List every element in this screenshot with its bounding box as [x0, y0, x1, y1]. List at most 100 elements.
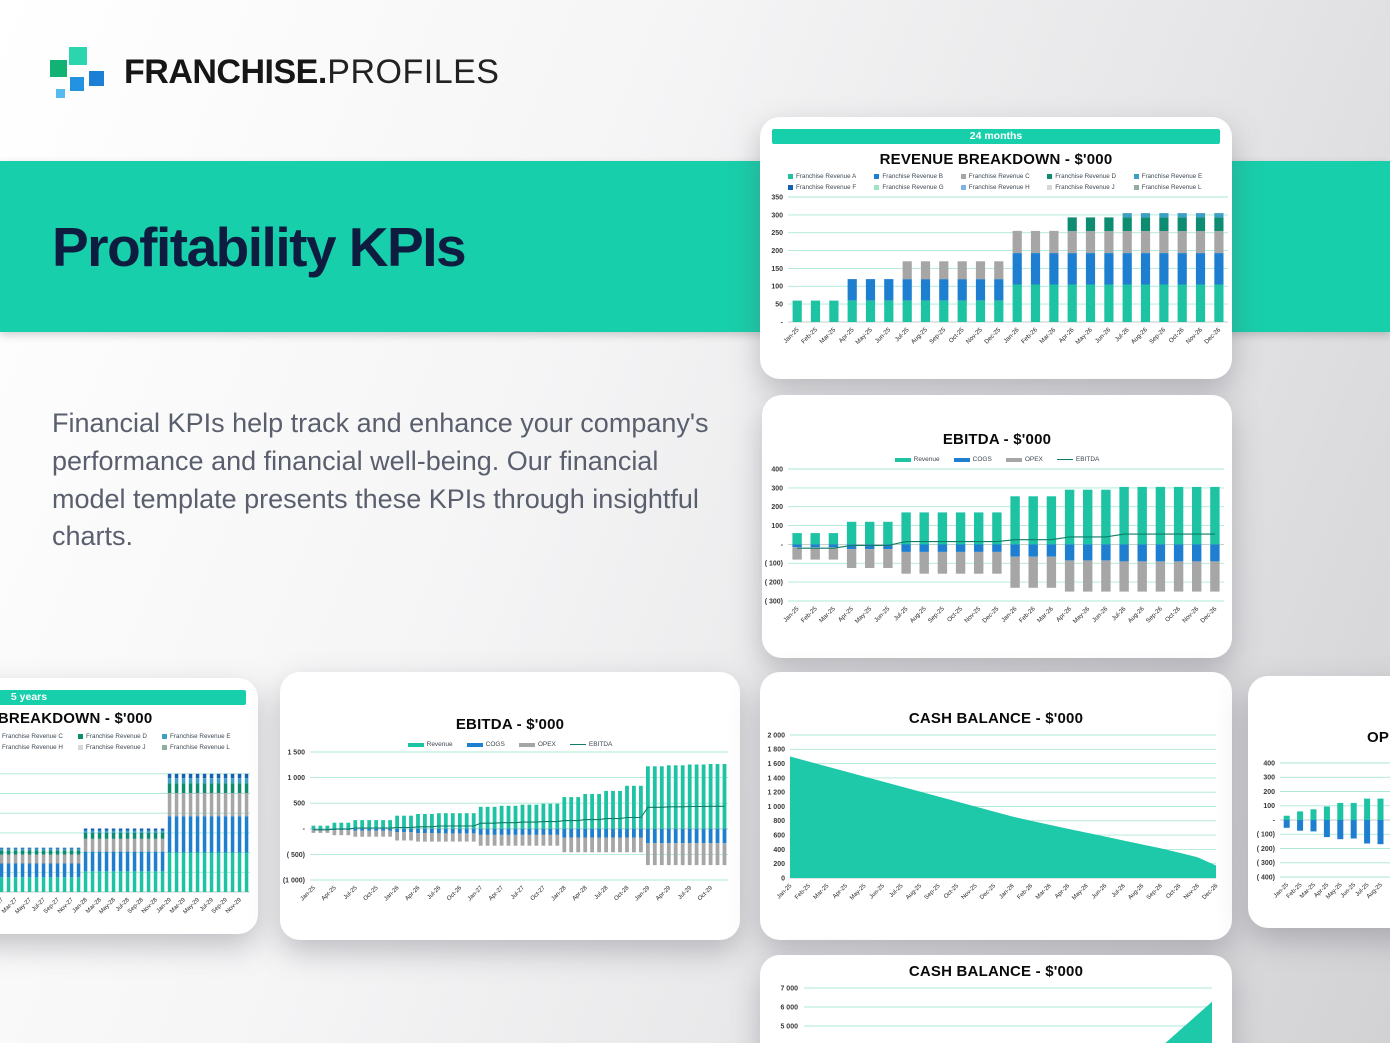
- svg-text:Oct-26: Oct-26: [1165, 883, 1182, 900]
- legend-item: Revenue: [894, 456, 940, 463]
- svg-text:May-27: May-27: [15, 897, 34, 916]
- svg-text:Aug-25: Aug-25: [1366, 882, 1384, 900]
- legend-item: EBITDA: [569, 741, 613, 748]
- svg-text:Mar-25: Mar-25: [818, 326, 837, 345]
- svg-text:Apr-27: Apr-27: [488, 885, 505, 902]
- card-ebitda-24m: EBITDA - $'000 Revenue COGS OPEX EBITDA 400…: [762, 395, 1232, 658]
- legend-label: Franchise Revenue E: [1141, 173, 1203, 180]
- svg-text:1 500: 1 500: [287, 749, 305, 756]
- svg-text:Jan-28: Jan-28: [550, 885, 568, 903]
- svg-text:Aug-25: Aug-25: [909, 605, 928, 624]
- svg-text:( 200): ( 200): [765, 580, 783, 587]
- svg-text:May-28: May-28: [99, 897, 118, 916]
- chart-title: REVENUE BREAKDOWN - $'000: [879, 151, 1113, 168]
- legend-item: Franchise Revenue L: [162, 744, 246, 751]
- svg-text:Jun-25: Jun-25: [874, 326, 893, 345]
- legend-item: Franchise Revenue H: [0, 744, 78, 751]
- svg-text:(1 000): (1 000): [283, 877, 305, 884]
- svg-text:6 000: 6 000: [780, 1005, 798, 1012]
- legend-label: Franchise Revenue C: [2, 733, 63, 740]
- svg-text:Jan-25: Jan-25: [776, 883, 794, 901]
- svg-text:Oct-25: Oct-25: [363, 885, 380, 902]
- svg-text:( 100): ( 100): [1257, 832, 1275, 839]
- legend-item: Franchise Revenue D: [78, 733, 162, 740]
- svg-text:May-26: May-26: [1072, 605, 1092, 625]
- legend-label: COGS: [972, 456, 992, 463]
- legend-marker: [1133, 174, 1139, 179]
- svg-text:May-26: May-26: [1074, 326, 1094, 346]
- svg-text:Jun-26: Jun-26: [1091, 883, 1109, 901]
- svg-text:Jan-29: Jan-29: [634, 885, 652, 903]
- chart-title: CASH BALANCE - $'000: [908, 963, 1084, 980]
- legend-item: Franchise Revenue A: [788, 173, 874, 180]
- svg-text:Jul-26: Jul-26: [1111, 605, 1128, 622]
- svg-text:5 000: 5 000: [780, 1024, 798, 1031]
- legend-marker: [874, 174, 880, 179]
- svg-text:Jul-25: Jul-25: [889, 883, 905, 899]
- svg-text:600: 600: [773, 833, 785, 840]
- svg-text:-: -: [781, 319, 784, 326]
- description-text: Financial KPIs help track and enhance yo…: [52, 408, 709, 552]
- svg-text:Feb-25: Feb-25: [794, 883, 812, 901]
- legend-label: EBITDA: [588, 741, 613, 748]
- svg-text:Oct-25: Oct-25: [948, 326, 966, 344]
- cash-balance-5y-chart: 7 000 6 000 5 000: [780, 986, 1212, 1043]
- svg-text:Sep-25: Sep-25: [928, 326, 947, 345]
- svg-text:Feb-26: Feb-26: [1017, 883, 1035, 901]
- svg-text:350: 350: [771, 194, 783, 201]
- legend-marker: [1133, 185, 1139, 190]
- svg-text:Aug-26: Aug-26: [1127, 605, 1146, 624]
- svg-text:Jan-25: Jan-25: [782, 605, 801, 624]
- legend-marker: [960, 174, 966, 179]
- legend-item: COGS: [953, 456, 992, 463]
- legend-item: EBITDA: [1056, 456, 1099, 463]
- svg-text:Apr-25: Apr-25: [832, 883, 849, 900]
- svg-text:Nov-26: Nov-26: [1183, 883, 1201, 901]
- legend-marker: [162, 745, 167, 750]
- legend-label: Franchise Revenue C: [968, 173, 1030, 180]
- legend-item: Franchise Revenue D: [1047, 173, 1133, 180]
- svg-text:Dec-25: Dec-25: [979, 883, 997, 901]
- card-cash-balance-24m: CASH BALANCE - $'000 2 000 1 800 1 600 1 40…: [760, 672, 1232, 940]
- svg-text:400: 400: [771, 466, 783, 473]
- svg-text:300: 300: [771, 212, 783, 219]
- svg-text:Jan-27: Jan-27: [467, 885, 485, 903]
- svg-text:Feb-26: Feb-26: [1020, 326, 1039, 345]
- svg-text:Dec-26: Dec-26: [1203, 326, 1222, 345]
- svg-text:200: 200: [771, 504, 783, 511]
- legend-label: Franchise Revenue A: [796, 173, 857, 180]
- svg-text:Oct-26: Oct-26: [446, 885, 463, 902]
- svg-text:May-25: May-25: [849, 883, 868, 902]
- svg-text:Jan-25: Jan-25: [782, 326, 801, 345]
- brand-primary: FRANCHISE: [124, 53, 318, 91]
- svg-text:Jul-29: Jul-29: [677, 885, 693, 901]
- svg-text:Jan-26: Jan-26: [383, 885, 401, 903]
- legend-marker: [569, 743, 586, 746]
- svg-text:May-26: May-26: [1071, 883, 1090, 902]
- svg-text:Sep-25: Sep-25: [924, 883, 942, 901]
- svg-text:Nov-25: Nov-25: [965, 326, 984, 345]
- svg-text:Jul-26: Jul-26: [427, 885, 443, 901]
- svg-text:Mar-25: Mar-25: [818, 605, 837, 624]
- svg-text:Apr-29: Apr-29: [655, 885, 672, 902]
- svg-text:Oct-25: Oct-25: [943, 883, 960, 900]
- chart-legend: Franchise Revenue A Franchise Revenue B Fr…: [788, 173, 1220, 191]
- legend-marker: [960, 185, 966, 190]
- svg-text:200: 200: [771, 248, 783, 255]
- svg-text:Dec-26: Dec-26: [1201, 883, 1219, 901]
- legend-marker: [788, 185, 793, 190]
- legend-label: Revenue: [913, 456, 940, 463]
- svg-text:1 000: 1 000: [287, 775, 305, 782]
- svg-text:Aug-25: Aug-25: [905, 883, 923, 901]
- svg-text:300: 300: [1263, 775, 1275, 782]
- svg-text:400: 400: [1263, 760, 1275, 767]
- svg-text:Oct-28: Oct-28: [613, 885, 630, 902]
- svg-text:Oct-26: Oct-26: [1164, 605, 1182, 623]
- svg-text:Feb-25: Feb-25: [800, 326, 819, 345]
- legend-item: Revenue: [407, 741, 453, 748]
- legend-marker: [788, 174, 793, 179]
- logo: FRANCHISE.PROFILES: [50, 44, 499, 100]
- svg-text:Jun-26: Jun-26: [1094, 326, 1113, 345]
